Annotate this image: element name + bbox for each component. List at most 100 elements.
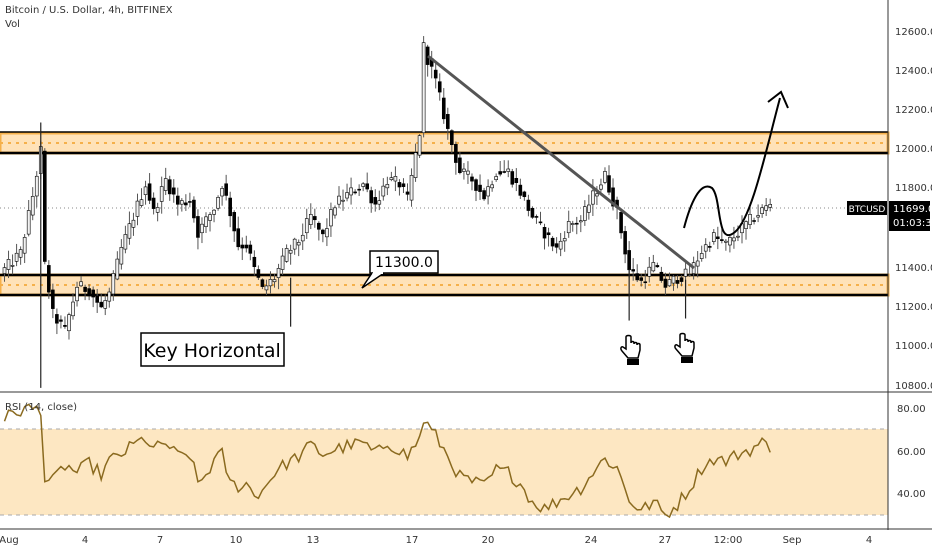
candle[interactable] — [192, 199, 196, 219]
price-axis[interactable]: 12600.00 12400.00 12200.00 12000.00 1180… — [895, 27, 932, 392]
candle[interactable] — [22, 237, 27, 254]
candle[interactable] — [333, 207, 337, 216]
candle[interactable] — [752, 220, 756, 222]
candle[interactable] — [724, 240, 728, 243]
candle[interactable] — [329, 209, 333, 227]
candle[interactable] — [220, 188, 224, 197]
candle[interactable] — [42, 150, 47, 262]
candle[interactable] — [687, 274, 692, 276]
candle[interactable] — [55, 314, 59, 324]
candle[interactable] — [498, 171, 502, 175]
candle[interactable] — [627, 250, 631, 271]
candle[interactable] — [107, 291, 112, 302]
candle[interactable] — [276, 268, 281, 278]
candle[interactable] — [736, 235, 740, 238]
candle[interactable] — [635, 273, 640, 281]
candle[interactable] — [720, 239, 724, 241]
candle[interactable] — [441, 97, 446, 120]
candle[interactable] — [18, 249, 23, 258]
candle[interactable] — [288, 249, 293, 254]
candle[interactable] — [14, 252, 19, 262]
trendline[interactable] — [427, 54, 695, 270]
candle[interactable] — [732, 237, 736, 242]
candle[interactable] — [603, 171, 607, 183]
candle[interactable] — [566, 221, 571, 234]
rsi-axis[interactable]: 80.00 60.00 40.00 — [897, 404, 926, 500]
candle[interactable] — [313, 216, 317, 221]
candle[interactable] — [570, 223, 575, 225]
candle[interactable] — [534, 216, 539, 218]
candle[interactable] — [478, 184, 482, 192]
candle[interactable] — [744, 221, 748, 229]
candle[interactable] — [296, 242, 301, 246]
candle[interactable] — [300, 234, 305, 242]
candle[interactable] — [67, 314, 71, 332]
candle[interactable] — [349, 187, 353, 196]
candle[interactable] — [522, 191, 527, 198]
candle[interactable] — [655, 265, 660, 268]
candle[interactable] — [361, 183, 365, 187]
candle[interactable] — [470, 176, 474, 182]
candle[interactable] — [401, 183, 406, 187]
candle[interactable] — [679, 277, 684, 282]
candle[interactable] — [506, 168, 511, 172]
candle[interactable] — [599, 184, 603, 190]
candle[interactable] — [466, 170, 470, 175]
candle[interactable] — [699, 253, 704, 259]
candle[interactable] — [63, 325, 67, 327]
candle[interactable] — [341, 199, 345, 202]
candle[interactable] — [34, 175, 39, 197]
candle[interactable] — [474, 179, 478, 191]
candle[interactable] — [462, 168, 466, 172]
candle[interactable] — [494, 176, 498, 180]
candle[interactable] — [542, 227, 547, 239]
candle[interactable] — [244, 244, 249, 249]
candle[interactable] — [59, 319, 63, 322]
candle[interactable] — [171, 187, 176, 195]
candle[interactable] — [631, 269, 635, 272]
candle[interactable] — [574, 222, 579, 225]
candle[interactable] — [611, 187, 615, 207]
price-pane[interactable] — [0, 0, 888, 392]
candle[interactable] — [224, 183, 228, 196]
candle[interactable] — [208, 214, 212, 221]
candle[interactable] — [337, 195, 341, 205]
candle[interactable] — [196, 216, 200, 238]
candle[interactable] — [683, 268, 688, 277]
candle[interactable] — [95, 295, 99, 303]
candle[interactable] — [433, 69, 438, 79]
candle[interactable] — [317, 222, 321, 230]
candle[interactable] — [659, 271, 664, 281]
candle[interactable] — [381, 185, 386, 197]
candle[interactable] — [10, 265, 15, 267]
candle[interactable] — [236, 228, 241, 248]
candle[interactable] — [87, 288, 91, 297]
candle[interactable] — [437, 81, 442, 93]
time-axis[interactable]: Aug 4 7 10 13 17 20 24 27 12:00 Sep 4 — [0, 535, 872, 546]
candle[interactable] — [272, 279, 277, 283]
candle[interactable] — [264, 285, 269, 291]
candle[interactable] — [345, 192, 349, 199]
candle[interactable] — [458, 157, 462, 173]
level-callout[interactable]: 11300.0 — [361, 250, 439, 289]
candle[interactable] — [607, 175, 611, 193]
candle[interactable] — [200, 223, 204, 234]
candle[interactable] — [526, 199, 531, 211]
candle[interactable] — [47, 265, 51, 293]
candle[interactable] — [490, 184, 494, 189]
candle[interactable] — [639, 277, 644, 281]
candle[interactable] — [147, 183, 152, 201]
candle[interactable] — [143, 186, 148, 195]
candle[interactable] — [530, 207, 535, 218]
candle[interactable] — [595, 193, 599, 197]
candle[interactable] — [647, 266, 652, 277]
candle[interactable] — [413, 152, 418, 178]
candle[interactable] — [357, 188, 361, 191]
candle[interactable] — [151, 197, 156, 209]
candle[interactable] — [643, 281, 648, 284]
candle[interactable] — [389, 177, 394, 180]
candle[interactable] — [756, 215, 760, 218]
candle[interactable] — [716, 236, 720, 240]
candle[interactable] — [30, 196, 35, 216]
